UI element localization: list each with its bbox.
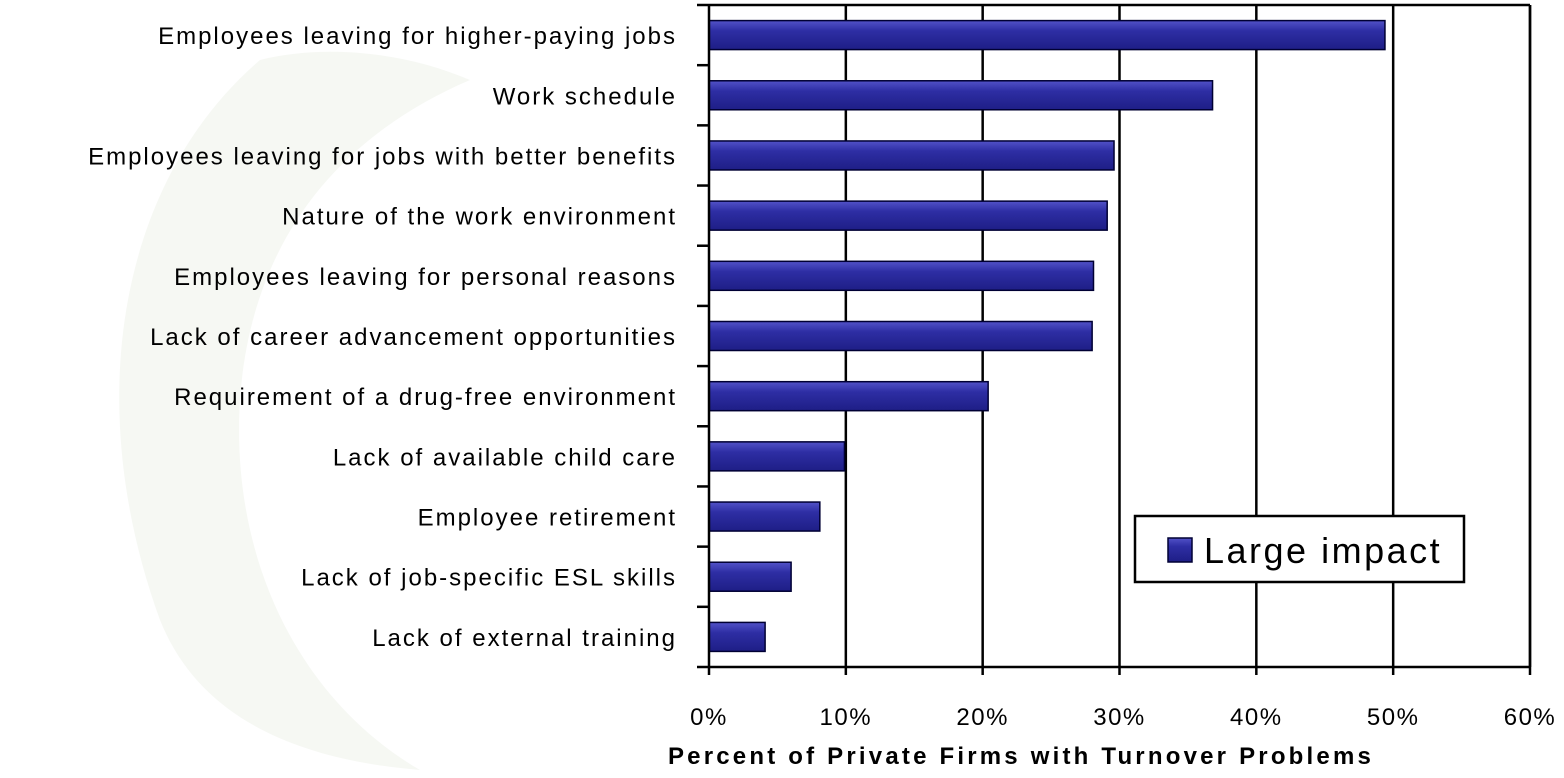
x-tick-label: 60% (1504, 704, 1557, 731)
legend: Large impact (1133, 514, 1466, 584)
bar (708, 380, 989, 412)
category-label: Requirement of a drug-free environment (174, 384, 677, 411)
category-label: Nature of the work environment (282, 204, 677, 231)
category-label: Employees leaving for jobs with better b… (88, 143, 677, 170)
x-tick-label: 30% (1093, 704, 1146, 731)
category-label: Lack of career advancement opportunities (150, 324, 677, 351)
category-label: Lack of job-specific ESL skills (301, 565, 677, 592)
x-tick-label: 10% (820, 704, 873, 731)
bar (708, 561, 792, 592)
bar (708, 200, 1108, 231)
category-label: Lack of available child care (333, 444, 677, 471)
bar (708, 441, 846, 472)
category-label: Employee retirement (418, 505, 677, 532)
x-tick-label: 50% (1367, 704, 1420, 731)
legend-swatch (1167, 537, 1193, 563)
category-label: Employees leaving for higher-paying jobs (158, 23, 677, 50)
bar (708, 320, 1093, 352)
x-tick-label: 40% (1230, 704, 1283, 731)
bar (708, 19, 1386, 51)
legend-label: Large impact (1204, 530, 1442, 571)
bar (708, 80, 1214, 111)
plot-area: 0% 10% 20% 30% 40% 50% 60% Employees leaving fo… (88, 3, 1557, 731)
bar (708, 501, 821, 532)
category-label: Employees leaving for personal reasons (174, 264, 677, 291)
category-label: Work schedule (493, 83, 677, 110)
bar (708, 621, 766, 653)
bar (708, 140, 1115, 171)
x-tick-label: 20% (956, 704, 1009, 731)
background-watermark (119, 51, 470, 770)
category-label: Lack of external training (372, 625, 677, 652)
x-tick-label: 0% (690, 704, 728, 731)
bar (708, 260, 1095, 292)
x-axis-title: Percent of Private Firms with Turnover P… (668, 743, 1374, 770)
